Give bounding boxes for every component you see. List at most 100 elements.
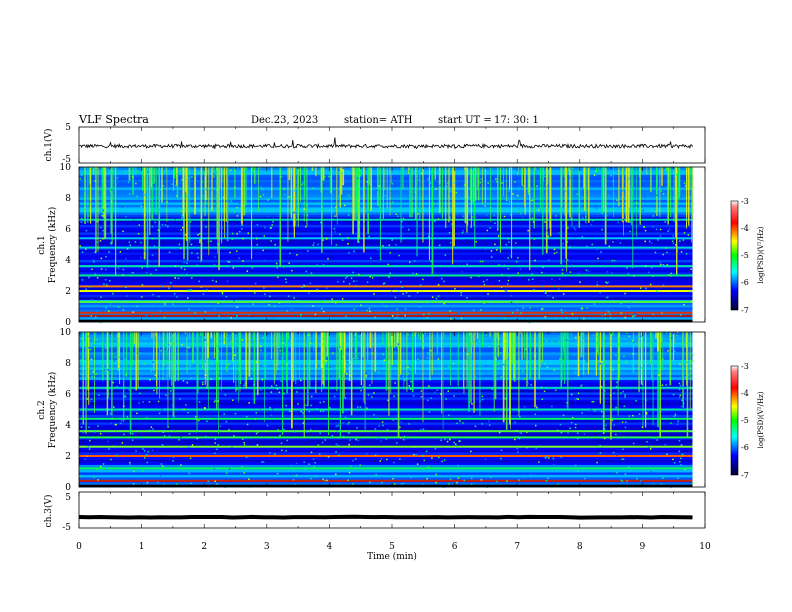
spectrogram-speckle	[565, 225, 568, 227]
spectrogram-speckle	[347, 423, 349, 425]
spectrogram-speckle	[680, 457, 682, 460]
spectrogram-speckle	[241, 466, 243, 468]
ch1-colorbar-tick-m5: -5	[741, 251, 749, 260]
spectrogram-speckle	[112, 381, 114, 384]
spectrogram-speckle	[529, 307, 531, 309]
spectrogram-speckle	[350, 277, 353, 279]
spectrogram-speckle	[229, 341, 232, 343]
spectrogram-speckle	[394, 483, 396, 485]
spectrogram-speckle	[620, 392, 622, 394]
spectrogram-speckle	[662, 193, 665, 195]
spectrogram-speckle	[648, 240, 651, 243]
spectrogram-speckle	[197, 233, 199, 236]
spectrogram-speckle	[545, 480, 548, 482]
spectrogram-speckle	[435, 481, 437, 484]
spectrogram-speckle	[95, 316, 97, 318]
spectrogram-speckle	[290, 464, 292, 467]
spectrogram-sferic	[668, 167, 670, 188]
spectrogram-sferic	[218, 332, 219, 435]
spectrogram-speckle	[544, 363, 546, 365]
spectrogram-speckle	[225, 200, 228, 202]
spectrogram-speckle	[225, 246, 227, 249]
spectrogram-speckle	[530, 200, 532, 202]
spectrogram-speckle	[429, 229, 431, 231]
spectrogram-speckle	[482, 280, 485, 283]
spectrogram-speckle	[416, 175, 419, 177]
ch2-colorbar-tick-m5: -5	[741, 416, 749, 425]
spectrogram-speckle	[586, 307, 588, 309]
spectrogram-speckle	[530, 384, 532, 386]
spectrogram-speckle	[158, 412, 161, 415]
spectrogram-speckle	[402, 482, 405, 485]
spectrogram-speckle	[322, 239, 325, 241]
spectrogram-speckle	[413, 260, 416, 262]
spectrogram-speckle	[236, 306, 238, 308]
chart-title: VLF Spectra	[79, 113, 149, 126]
spectrogram-speckle	[291, 269, 293, 272]
spectrogram-speckle	[664, 443, 666, 446]
spectrogram-sferic	[166, 167, 168, 222]
spectrogram-speckle	[86, 455, 88, 457]
spectrogram-speckle	[687, 234, 690, 236]
spectrogram-sferic	[374, 332, 377, 372]
spectrogram-sferic	[185, 167, 187, 192]
spectrogram-speckle	[499, 314, 502, 316]
spectrogram-speckle	[205, 344, 208, 346]
spectrogram-speckle	[353, 308, 356, 310]
spectrogram-speckle	[641, 426, 644, 428]
spectrogram-sferic	[632, 332, 634, 373]
spectrogram-speckle	[331, 483, 333, 486]
ch1-colorbar-gradient	[730, 200, 739, 311]
spectrogram-speckle	[692, 176, 694, 179]
spectrogram-row	[79, 457, 693, 460]
spectrogram-speckle	[181, 217, 183, 219]
spectrogram-speckle	[404, 308, 407, 310]
spectrogram-speckle	[690, 268, 692, 270]
spectrogram-speckle	[254, 175, 256, 177]
spectrogram-speckle	[389, 272, 391, 274]
spectrogram-speckle	[572, 167, 574, 170]
spectrogram-speckle	[91, 375, 93, 378]
spectrogram-speckle	[290, 211, 292, 214]
spectrogram-speckle	[655, 228, 658, 231]
spectrogram-speckle	[426, 478, 428, 480]
spectrogram-speckle	[117, 335, 119, 337]
spectrogram-speckle	[533, 238, 536, 240]
spectrogram-row	[79, 242, 693, 245]
spectrogram-speckle	[385, 305, 388, 308]
spectrogram-speckle	[421, 209, 423, 212]
spectrogram-sferic	[580, 332, 583, 358]
spectrogram-sferic	[169, 332, 171, 378]
spectrogram-speckle	[126, 248, 129, 250]
spectrogram-speckle	[348, 194, 350, 197]
spectrogram-speckle	[621, 480, 624, 482]
spectrogram-speckle	[688, 347, 691, 350]
spectrogram-speckle	[606, 309, 608, 312]
spectrogram-sferic	[295, 167, 297, 227]
spectrogram-speckle	[608, 195, 610, 197]
spectrogram-speckle	[494, 243, 496, 246]
spectrogram-speckle	[432, 172, 434, 175]
spectrogram-speckle	[518, 437, 521, 440]
spectrogram-speckle	[213, 401, 216, 403]
spectrogram-speckle	[382, 282, 385, 285]
spectrogram-sferic	[568, 167, 569, 172]
spectrogram-speckle	[379, 355, 381, 358]
spectrogram-speckle	[639, 287, 642, 289]
spectrogram-speckle	[136, 412, 138, 415]
spectrogram-sferic	[519, 332, 521, 334]
spectrogram-speckle	[97, 479, 99, 481]
spectrogram-speckle	[402, 438, 405, 441]
spectrogram-speckle	[333, 228, 336, 230]
spectrogram-sferic	[353, 167, 355, 221]
spectrogram-speckle	[595, 348, 598, 350]
spectrogram-speckle	[121, 442, 124, 444]
spectrogram-speckle	[122, 230, 124, 232]
spectrogram-speckle	[200, 286, 203, 288]
spectrogram-speckle	[563, 387, 566, 389]
spectrogram-sferic	[583, 332, 585, 376]
spectrogram-speckle	[263, 235, 266, 237]
spectrogram-speckle	[323, 401, 325, 403]
spectrogram-speckle	[104, 370, 107, 372]
